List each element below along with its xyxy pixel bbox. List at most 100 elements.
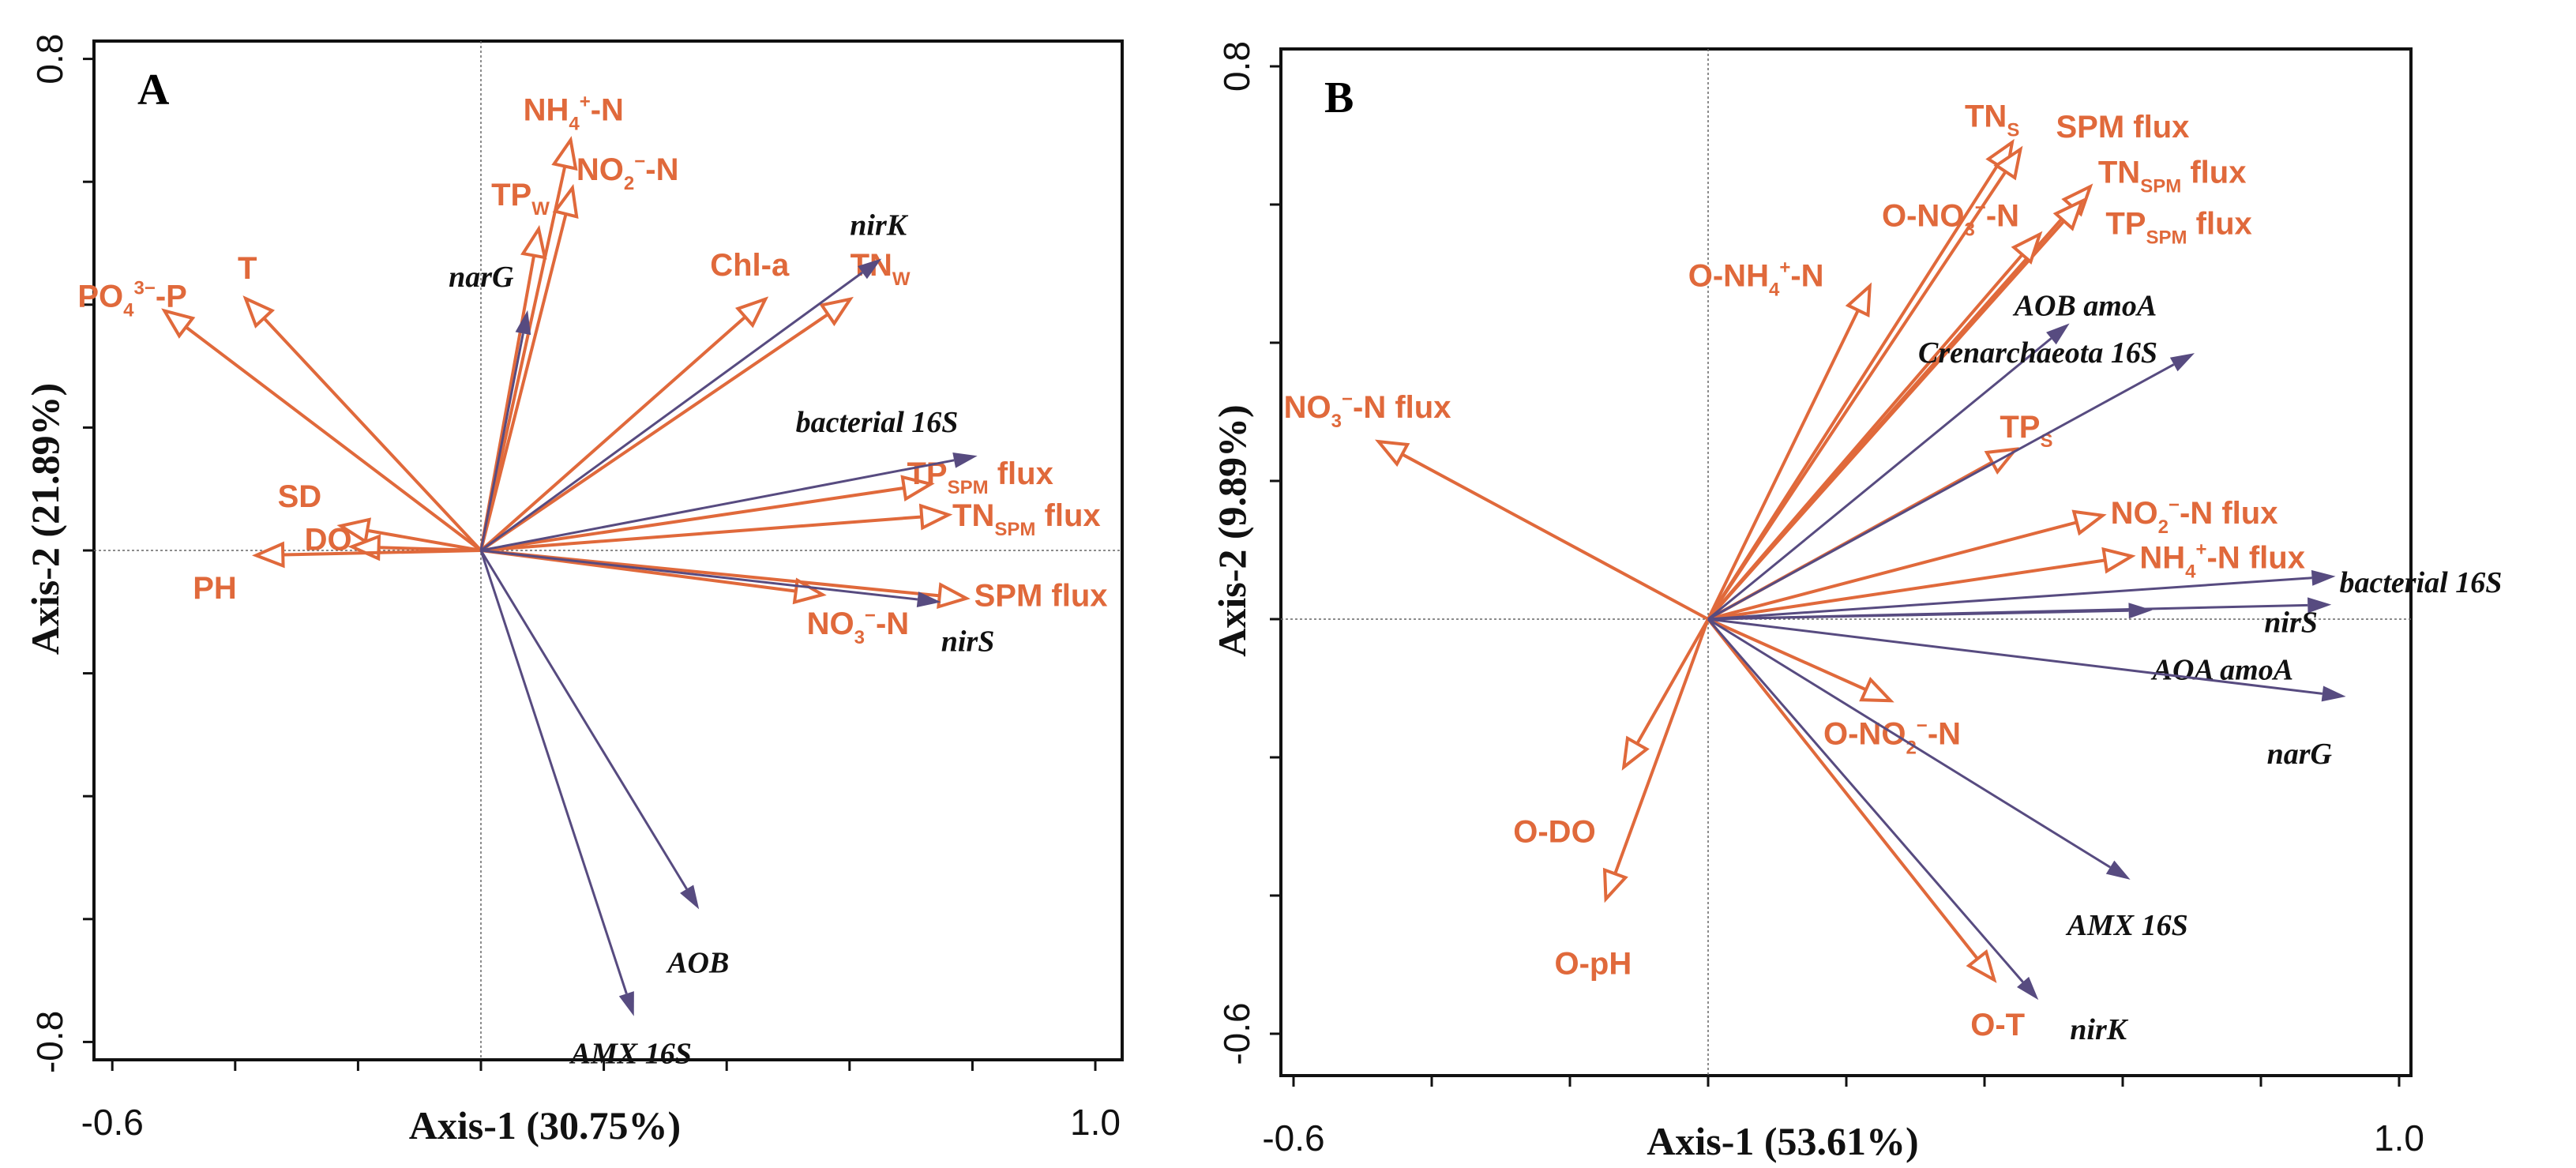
label-segment: -N [1986, 199, 2019, 234]
label-segment: 4 [1769, 279, 1780, 300]
gene-vector-line [480, 459, 955, 552]
env-vector-label: NO3−-N flux [1284, 389, 1451, 432]
env-vector: NH4+-N flux [1707, 539, 2305, 621]
env-vector-line [479, 166, 567, 551]
gene-vector-arrowhead [2321, 685, 2346, 702]
label-segment: 2 [2158, 516, 2169, 538]
env-vector-arrowhead [734, 296, 769, 329]
env-vector-arrowhead [937, 582, 971, 610]
label-segment: 2 [624, 173, 634, 194]
label-segment: − [1975, 197, 1986, 219]
gene-vector-line [1707, 618, 2024, 983]
env-vector-label: O-NO3−-N [1882, 197, 2019, 241]
env-vector: TNSPM flux [480, 498, 1101, 552]
gene-vector-line [480, 549, 918, 601]
label-segment: -N flux [2180, 496, 2277, 531]
gene-vector-label: bacterial 16S [2340, 566, 2503, 599]
env-vector: NO2−-N [479, 151, 679, 551]
label-segment: DO [305, 522, 352, 557]
env-vector: T [238, 251, 483, 552]
gene-vector-label: narG [2267, 738, 2333, 771]
label-segment: PO [77, 280, 123, 314]
env-vector-line [1401, 453, 1709, 621]
y-tick-label: -0.8 [29, 1011, 70, 1073]
gene-vector-arrowhead [2311, 569, 2336, 586]
panel-b-biplot: -0.6 1.0 0.8 -0.6 Axis-1 (53.61%) Axis-2 (9.8… [1210, 41, 2502, 1163]
env-vector-line [1707, 520, 2078, 621]
gene-vector-arrowhead [515, 310, 531, 336]
env-vector-arrowhead [336, 517, 372, 544]
label-segment: NH [2139, 540, 2185, 575]
gene-vector-label: AMX 16S [569, 1038, 692, 1071]
env-vector-line [1707, 618, 1867, 692]
env-vector-arrowhead [161, 308, 196, 339]
panel-a-biplot: -0.6 1.0 0.8 -0.8 Axis-1 (30.75%) Axis-2 (21.… [23, 34, 1124, 1147]
label-segment: 3− [133, 278, 155, 299]
label-segment: W [531, 198, 550, 220]
env-vector: TNSPM flux [1707, 155, 2246, 621]
env-vector: NO2−-N flux [1707, 494, 2278, 621]
label-segment: − [865, 605, 876, 626]
env-vector-label: TNW [851, 248, 911, 290]
label-segment: NH [524, 92, 569, 127]
env-vector: PO43−-P [77, 278, 483, 552]
env-vector-arrowhead [1602, 867, 1628, 903]
label-segment: SD [278, 479, 322, 514]
env-vector-label: SPM flux [974, 579, 1108, 614]
x-tick-label: -0.6 [81, 1102, 144, 1143]
label-segment: SPM [2140, 175, 2181, 197]
panel-label: B [1324, 73, 1354, 122]
gene-vector-line [480, 271, 863, 552]
label-segment: T [238, 251, 257, 286]
env-vector-arrowhead [1993, 145, 2023, 181]
gene-vector-line [1707, 337, 2052, 621]
env-vector: NO3−-N [480, 549, 909, 648]
env-vector: NH4+-N [479, 91, 624, 551]
label-segment: SPM [994, 519, 1035, 540]
gene-vector-arrowhead [952, 452, 978, 468]
env-vector-label: O-pH [1555, 946, 1632, 981]
gene-vector-label: nirS [941, 625, 995, 658]
label-segment: NO [576, 152, 624, 187]
gene-vector-label: bacterial 16S [796, 406, 959, 439]
label-segment: 3 [1331, 411, 1342, 432]
env-vector-line [283, 549, 482, 557]
env-vector-label: NH4+-N flux [2139, 539, 2305, 582]
env-vector-arrowhead [1859, 677, 1894, 703]
env-vector-label: NO2−-N flux [2111, 494, 2278, 538]
env-vector-label: TPS [2000, 410, 2052, 452]
env-vector-arrowhead [1621, 735, 1650, 771]
env-vector-line [480, 486, 905, 552]
gene-vector: AOB amoA [1707, 290, 2157, 621]
label-segment: O-NH [1688, 258, 1769, 293]
x-tick-label: -0.6 [1262, 1117, 1324, 1159]
env-vector-label: O-DO [1513, 814, 1595, 849]
env-vector-line [1707, 309, 1860, 620]
gene-vector-arrowhead [2105, 860, 2131, 880]
env-vector-arrowhead [520, 224, 547, 260]
label-segment: − [2169, 494, 2180, 516]
env-vector-line [1635, 618, 1710, 745]
env-vector: TPSPM flux [1707, 197, 2252, 621]
env-vector-label: NO2−-N [576, 151, 679, 194]
env-vector-label: SD [278, 479, 322, 514]
env-vector-arrowhead [552, 183, 579, 220]
gene-vector: nirK [480, 208, 909, 552]
env-vector-label: NH4+-N [524, 91, 624, 134]
env-vector-label: TNS [1965, 99, 2019, 141]
env-vector-line [1707, 558, 2106, 621]
env-vector-line [1707, 171, 2007, 621]
env-vector-label: TPSPM flux [907, 456, 1053, 498]
env-vector-arrowhead [252, 541, 285, 569]
label-segment: flux [989, 456, 1053, 491]
env-vector: PH [193, 541, 482, 606]
gene-vector: nirK [1707, 618, 2129, 1046]
label-segment: NO [2111, 496, 2158, 531]
env-vector: O-pH [1555, 618, 1710, 981]
gene-vector: bacterial 16S [1707, 566, 2503, 621]
y-axis-label: Axis-2 (9.89%) [1210, 404, 1254, 656]
label-segment: -P [156, 280, 187, 314]
label-segment: -N flux [2207, 540, 2305, 575]
label-segment: O-pH [1555, 946, 1632, 981]
env-vector-arrowhead [819, 296, 854, 327]
